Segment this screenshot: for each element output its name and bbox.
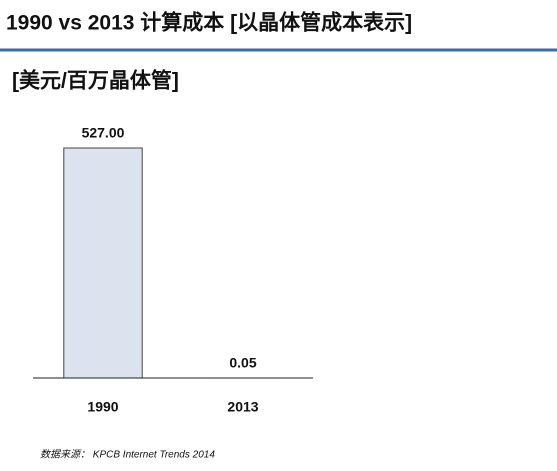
chart-title: 1990 vs 2013 计算成本 [以晶体管成本表示] — [6, 11, 412, 35]
value-label: 527.00 — [82, 125, 125, 141]
x-tick-label: 1990 — [87, 399, 118, 415]
chart-subtitle: [美元/百万晶体管] — [12, 69, 179, 93]
x-tick-label: 2013 — [227, 399, 258, 415]
bar — [63, 147, 143, 379]
value-label: 0.05 — [229, 355, 256, 371]
source-note: 数据来源： KPCB Internet Trends 2014 — [40, 449, 215, 461]
